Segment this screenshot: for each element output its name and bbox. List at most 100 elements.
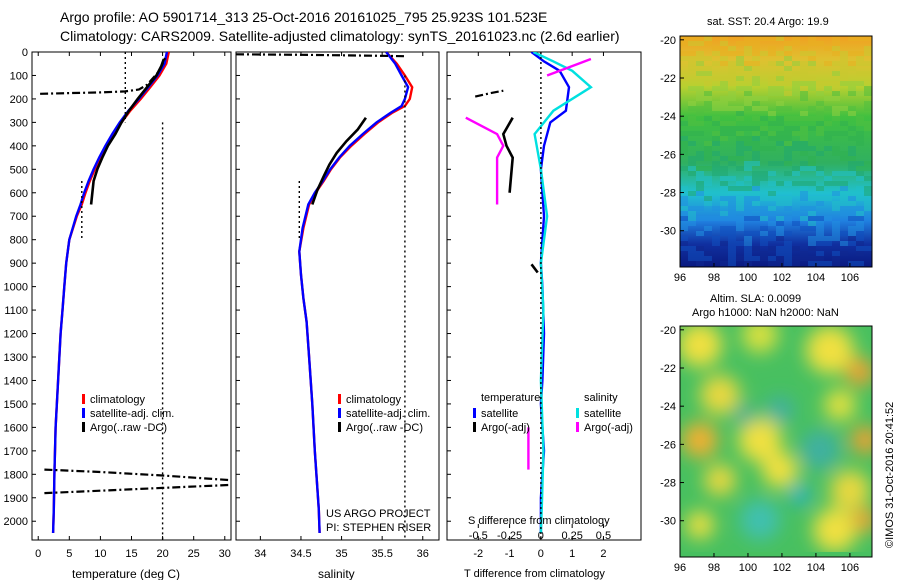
map-lat-tick: -22 [660, 73, 676, 85]
legend-label: Argo(-adj) [481, 422, 530, 434]
series-line-argo-surface-dash-dot- [236, 53, 407, 58]
depth-tick-label: 100 [10, 70, 28, 82]
series-line-t-argo-deep [530, 263, 539, 274]
legend-swatch [473, 422, 476, 432]
series-line-t-satellite [530, 52, 571, 533]
depth-tick-label: 1500 [4, 399, 28, 411]
map-lon-tick: 104 [807, 272, 825, 284]
series-line-s-argo [465, 116, 505, 205]
s-tick-label: 0.25 [561, 530, 582, 542]
x-tick-label: 0 [35, 548, 41, 560]
depth-tick-label: 700 [10, 211, 28, 223]
legend-swatch [338, 394, 341, 404]
depth-tick-label: 1800 [4, 469, 28, 481]
x-tick-label: 35 [335, 548, 347, 560]
x-tick-label: 34 [254, 548, 266, 560]
series-line-argo-raw-dc- [311, 116, 367, 205]
map-lat-tick: -26 [660, 149, 676, 161]
map-lat-tick: -30 [660, 226, 676, 238]
figure-title-line2: Climatology: CARS2009. Satellite-adjuste… [60, 28, 620, 44]
x-tick-label: 25 [188, 548, 200, 560]
x-tick-label: 15 [125, 548, 137, 560]
map-lat-tick: -20 [660, 35, 676, 47]
s-tick-label: -0.25 [497, 530, 522, 542]
footer-stamp: ©IMOS 31-Oct-2016 20:41:52 [884, 402, 896, 548]
legend-swatch [82, 394, 85, 404]
annotation-pi: PI: STEPHEN RISER [326, 522, 431, 534]
map-lat-tick: -24 [660, 401, 676, 413]
x-tick-label: 34.5 [290, 548, 311, 560]
s-tick-label: 0.5 [596, 530, 611, 542]
series-line-s-argo-surface [546, 57, 592, 77]
legend-swatch [576, 422, 579, 432]
series-line-argo-raw-dc- [89, 58, 166, 205]
depth-tick-label: 800 [10, 235, 28, 247]
map-lon-tick: 100 [739, 272, 757, 284]
depth-tick-label: 400 [10, 141, 28, 153]
depth-tick-label: 1700 [4, 446, 28, 458]
legend-label: satellite-adj. clim. [90, 408, 174, 420]
map-lon-tick: 106 [841, 562, 859, 574]
s-tick-label: -0.5 [469, 530, 488, 542]
depth-tick-label: 200 [10, 94, 28, 106]
map-lon-tick: 102 [773, 272, 791, 284]
sst-map-frame [679, 35, 873, 268]
depth-tick-label: 300 [10, 117, 28, 129]
map-lon-tick: 102 [773, 562, 791, 574]
x-tick-label: 5 [66, 548, 72, 560]
x-tick-label: 36 [417, 548, 429, 560]
series-line-argo-deep-dash-dot- [44, 468, 231, 482]
map-lon-tick: 96 [674, 272, 686, 284]
legend-swatch [576, 408, 579, 418]
series-line-climatology [51, 52, 170, 534]
difference-panel-frame [446, 51, 642, 541]
x-tick-label: 35.5 [371, 548, 392, 560]
legend-label: satellite [584, 408, 621, 420]
legend-salinity-title: salinity [584, 392, 618, 404]
depth-tick-label: 1100 [4, 305, 28, 317]
x-tick-label: 1 [569, 548, 575, 560]
figure-title-line1: Argo profile: AO 5901714_313 25-Oct-2016… [60, 9, 548, 25]
legend-label: Argo(..raw -DC) [346, 422, 423, 434]
x-tick-label: -1 [505, 548, 515, 560]
x-tick-label: -2 [473, 548, 483, 560]
series-line-satellite-adj-clim- [298, 52, 410, 534]
legend-swatch [473, 408, 476, 418]
legend-swatch [82, 422, 85, 432]
map-lon-tick: 96 [674, 562, 686, 574]
s-tick-label: 0 [538, 530, 544, 542]
series-line-t-argo [501, 117, 515, 193]
x-tick-label: 30 [219, 548, 231, 560]
legend-temperature-title: temperature [481, 392, 540, 404]
legend-swatch [338, 422, 341, 432]
legend-label: satellite-adj. clim. [346, 408, 430, 420]
x-tick-label: 0 [538, 548, 544, 560]
depth-tick-label: 1200 [4, 329, 28, 341]
legend-label: climatology [346, 394, 402, 406]
map-lon-tick: 98 [708, 272, 720, 284]
depth-tick-label: 600 [10, 188, 28, 200]
depth-tick-label: 1600 [4, 422, 28, 434]
map-lon-tick: 106 [841, 272, 859, 284]
map-lat-tick: -24 [660, 111, 676, 123]
salinity-x-label: salinity [318, 567, 355, 580]
annotation-project: US ARGO PROJECT [326, 508, 431, 520]
depth-tick-label: 1000 [4, 282, 28, 294]
series-line-argo-deep-2-dash-dot- [44, 483, 231, 495]
depth-tick-label: 1900 [4, 493, 28, 505]
series-line-satellite-adj-clim- [51, 52, 169, 534]
s-diff-label: S difference from climatology [468, 515, 610, 527]
legend-swatch [82, 408, 85, 418]
legend-label: satellite [481, 408, 518, 420]
map-lat-tick: -22 [660, 363, 676, 375]
x-tick-label: 10 [94, 548, 106, 560]
series-line-argo-near-surface-dash-dot- [40, 57, 167, 95]
legend-label: Argo(-adj) [584, 422, 633, 434]
map-lon-tick: 98 [708, 562, 720, 574]
sla-map-title1: Altim. SLA: 0.0099 [710, 293, 801, 305]
legend-label: Argo(..raw -DC) [90, 422, 167, 434]
map-lat-tick: -28 [660, 478, 676, 490]
series-line-s-satellite [532, 52, 593, 534]
depth-tick-label: 1400 [4, 375, 28, 387]
legend-swatch [338, 408, 341, 418]
